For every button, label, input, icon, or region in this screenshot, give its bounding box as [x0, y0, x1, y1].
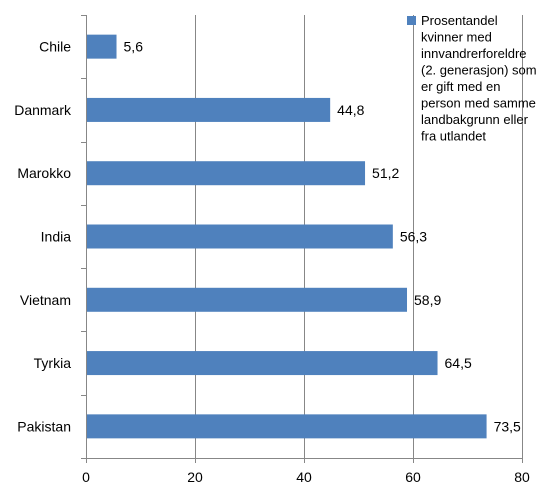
bars: [87, 34, 487, 439]
category-label: Danmark: [14, 102, 72, 118]
legend-text-line: innvandrerforeldre: [421, 46, 527, 61]
x-tick-label: 0: [82, 469, 90, 485]
tick-labels: 0 20 40 60 80: [82, 469, 530, 485]
x-tick-label: 20: [187, 469, 203, 485]
category-label: India: [41, 229, 72, 245]
legend-text-line: kvinner med: [421, 30, 492, 45]
bar-india: [87, 224, 393, 249]
category-label: Chile: [39, 39, 71, 55]
category-label: Vietnam: [20, 292, 71, 308]
bar-pakistan: [87, 414, 487, 439]
bar-vietnam: [87, 287, 408, 312]
bar-tyrkia: [87, 351, 438, 376]
legend-text-line: person med samme: [421, 96, 536, 111]
data-label: 51,2: [372, 165, 399, 181]
legend-swatch: [407, 16, 416, 25]
legend-text-line: er gift med en: [421, 79, 501, 94]
legend: Prosentandel kvinner medinnvandrerforeldr…: [407, 13, 537, 144]
legend-text-line: landbakgrunn eller: [421, 112, 529, 127]
category-label: Marokko: [17, 165, 71, 181]
category-label: Tyrkia: [34, 355, 72, 371]
bar-danmark: [87, 97, 331, 122]
data-label: 64,5: [445, 355, 472, 371]
data-label: 5,6: [124, 39, 144, 55]
legend-text-line: fra utlandet: [421, 129, 486, 144]
x-tick-label: 40: [296, 469, 312, 485]
axes: [81, 15, 523, 463]
x-tick-label: 80: [514, 469, 530, 485]
category-label: Pakistan: [17, 418, 71, 434]
category-labels: Chile Danmark Marokko India Vietnam Tyrkia Pak…: [14, 39, 72, 435]
bar-marokko: [87, 161, 366, 186]
data-labels: 5,6 44,8 51,2 56,3 58,9 64,5 73,5: [124, 39, 522, 435]
legend-text-line: Prosentandel: [421, 13, 498, 28]
data-label: 44,8: [337, 102, 364, 118]
data-label: 56,3: [400, 229, 427, 245]
data-label: 58,9: [414, 292, 441, 308]
bar-chile: [87, 34, 117, 59]
legend-text-line: (2. generasjon) som: [421, 63, 537, 78]
data-label: 73,5: [494, 418, 521, 434]
x-tick-label: 60: [405, 469, 421, 485]
